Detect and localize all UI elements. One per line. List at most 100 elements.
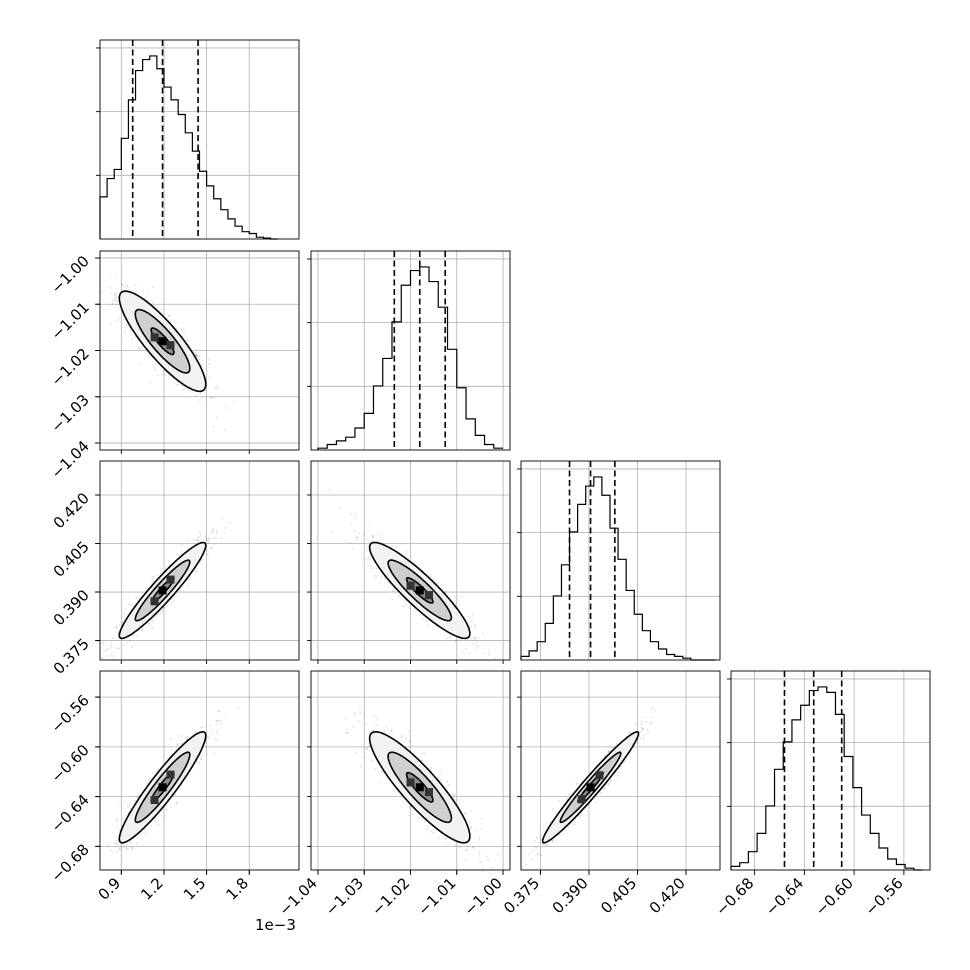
- scatter-point: [149, 777, 152, 780]
- scatter-point: [138, 362, 141, 365]
- scatter-point: [474, 625, 477, 628]
- scatter-point: [359, 766, 362, 768]
- scatter-point: [465, 848, 468, 851]
- scatter-point: [214, 387, 217, 390]
- scatter-point: [210, 547, 213, 550]
- scatter-point: [366, 747, 369, 749]
- scatter-point: [365, 538, 368, 540]
- hist-frame-2: [520, 460, 721, 661]
- contour-line: [118, 730, 207, 844]
- scatter-point: [212, 425, 215, 428]
- scatter-point: [185, 737, 188, 740]
- scatter-point: [96, 272, 98, 274]
- scatter-point: [101, 292, 104, 295]
- scatter-point: [148, 381, 151, 384]
- panel-frame: [520, 670, 721, 871]
- scatter-point: [528, 852, 531, 855]
- scatter-point: [169, 806, 172, 808]
- scatter-point: [458, 638, 461, 641]
- contour-line: [405, 771, 434, 803]
- scatter-point: [379, 581, 381, 584]
- scatter-point: [160, 308, 163, 311]
- density-peak-cell: [166, 770, 175, 779]
- scatter-point: [372, 539, 375, 542]
- scatter-point: [136, 634, 139, 637]
- scatter-point: [176, 801, 178, 804]
- scatter-point: [216, 733, 219, 735]
- scatter-point: [167, 315, 170, 317]
- scatter-point: [116, 839, 118, 842]
- scatter-point: [609, 780, 612, 783]
- y-tick-label: −0.64: [48, 791, 93, 836]
- scatter-point: [168, 314, 171, 317]
- histogram-1: [317, 266, 504, 450]
- scatter-point: [430, 575, 432, 578]
- scatter-point: [236, 707, 239, 710]
- density-peak-cell: [150, 796, 159, 805]
- scatter-point: [195, 568, 197, 571]
- scatter-point: [151, 627, 154, 630]
- scatter-point: [331, 530, 334, 533]
- scatter-point: [153, 304, 156, 307]
- scatter-panel-2-1: [310, 460, 511, 661]
- scatter-point: [470, 827, 473, 830]
- scatter-point: [213, 543, 216, 546]
- scatter-point: [634, 723, 637, 725]
- scatter-point: [111, 646, 113, 649]
- scatter-point: [148, 622, 151, 625]
- scatter-point: [170, 602, 172, 604]
- scatter-point: [206, 736, 209, 738]
- panel-frame: [99, 460, 300, 661]
- scatter-point: [426, 828, 429, 830]
- scatter-point: [215, 730, 218, 733]
- scatter-point: [566, 798, 569, 800]
- scatter-point: [109, 273, 112, 276]
- scatter-point: [131, 847, 134, 850]
- density-peak-cell: [158, 783, 167, 792]
- scatter-point: [146, 781, 149, 784]
- scatter-point: [199, 392, 202, 394]
- scatter-point: [543, 827, 545, 830]
- scatter-point: [217, 710, 220, 712]
- contour-line: [387, 559, 453, 622]
- contour-line: [118, 541, 207, 640]
- scatter-panel-2-0: [99, 460, 300, 661]
- scatter-point: [454, 844, 457, 846]
- density-peak-cell: [577, 795, 586, 804]
- scatter-point: [187, 390, 190, 393]
- scatter-point: [370, 567, 373, 569]
- scatter-point: [123, 330, 126, 333]
- scatter-point: [164, 606, 167, 609]
- scatter-point: [181, 384, 184, 387]
- scatter-point: [494, 657, 496, 660]
- scatter-point: [107, 845, 109, 848]
- scatter-point: [478, 851, 481, 853]
- scatter-point: [205, 549, 208, 552]
- scatter-point: [83, 246, 85, 248]
- scatter-point: [118, 624, 121, 626]
- scatter-point: [460, 595, 463, 598]
- scatter-point: [649, 721, 652, 724]
- scatter-point: [649, 716, 652, 718]
- scatter-point: [116, 825, 119, 828]
- scatter-point: [112, 637, 115, 640]
- scatter-point: [374, 575, 376, 577]
- scatter-point: [121, 621, 124, 623]
- scatter-point: [384, 577, 386, 580]
- scatter-point: [637, 742, 639, 745]
- scatter-point: [133, 634, 135, 637]
- scatter-point: [156, 574, 159, 577]
- scatter-point: [477, 637, 480, 640]
- scatter-point: [175, 384, 178, 386]
- scatter-point: [537, 853, 539, 856]
- scatter-point: [468, 652, 471, 654]
- scatter-point: [208, 736, 211, 739]
- scatter-point: [130, 333, 133, 336]
- density-peak-cell: [158, 586, 167, 595]
- histogram-3: [730, 686, 923, 871]
- scatter-point: [130, 646, 133, 648]
- scatter-point: [118, 307, 121, 309]
- scatter-point: [113, 293, 116, 296]
- scatter-point: [652, 706, 654, 708]
- hist-frame-3: [730, 670, 931, 871]
